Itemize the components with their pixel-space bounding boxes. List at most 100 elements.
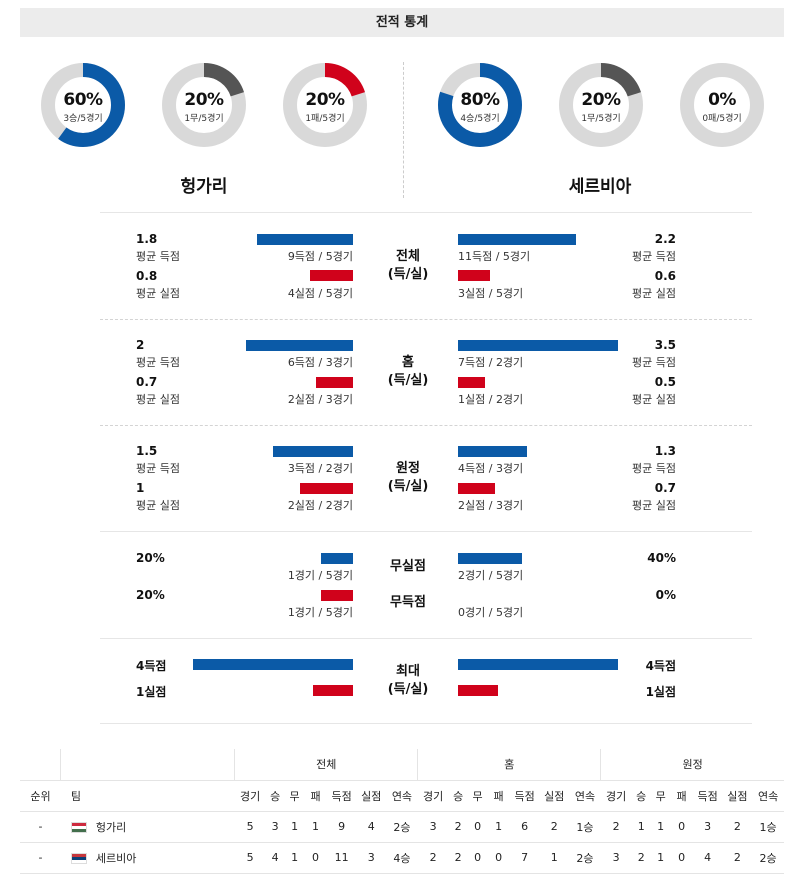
- avg-conceded-label: 평균 실점: [632, 287, 676, 300]
- stat-cell: 9: [326, 811, 357, 843]
- stat-cell: 2승: [386, 811, 418, 843]
- table-header-row: 순위 팀 경기 승 무 패 득점 실점 연속 경기 승 무 패 득점 실점 연속…: [20, 780, 784, 812]
- col-header: 실점: [722, 780, 753, 812]
- stat-cell: 5: [234, 811, 266, 843]
- col-header: 무: [467, 780, 488, 812]
- no-score-label: 무득점: [390, 595, 426, 610]
- avg-conceded-label: 평균 실점: [136, 499, 180, 512]
- stat-cell: 3: [265, 811, 285, 843]
- col-header: 연속: [752, 780, 784, 812]
- away-scored-bar: [458, 340, 618, 351]
- col-header: 패: [304, 780, 327, 812]
- away-scored-detail: 7득점 / 2경기: [458, 356, 524, 369]
- col-header: 무: [650, 780, 671, 812]
- away-clean-sheet-pct: 40%: [647, 551, 676, 565]
- divider: [100, 723, 752, 724]
- home-max-conceded: 1실점: [136, 685, 167, 699]
- stat-cell: 1: [284, 842, 305, 874]
- team-name[interactable]: 세르비아: [95, 851, 137, 865]
- away-conceded-detail: 1실점 / 2경기: [458, 393, 524, 406]
- donut-chart: [283, 63, 367, 147]
- donut-chart: [41, 63, 125, 147]
- home-win-donut: 60% 3승/5경기: [41, 63, 125, 147]
- away-avg-conceded: 0.5: [654, 375, 676, 389]
- stat-cell: 0: [487, 842, 510, 874]
- avg-scored-label: 평균 득점: [136, 250, 180, 263]
- rank-cell: -: [20, 842, 61, 874]
- standings-table: 전체 홈 원정 순위 팀 경기 승 무 패 득점 실점 연속 경기 승 무 패 …: [20, 749, 784, 874]
- donut-chart: [559, 63, 643, 147]
- home-avg-conceded: 0.7: [136, 375, 158, 389]
- team-name[interactable]: 헝가리: [95, 820, 127, 834]
- stat-cell: 3: [356, 842, 387, 874]
- donut-record: 3승/5경기: [63, 114, 103, 124]
- col-header: 패: [670, 780, 693, 812]
- away-conceded-bar: [458, 483, 495, 494]
- category-label: 홈: [402, 355, 414, 370]
- home-conceded-bar: [300, 483, 353, 494]
- away-max-scored: 4득점: [645, 659, 676, 673]
- stat-cell: 2: [448, 811, 468, 843]
- stat-cell: 1: [650, 842, 671, 874]
- col-header: 연속: [386, 780, 418, 812]
- home-conceded-bar: [310, 270, 353, 281]
- avg-scored-label: 평균 득점: [136, 462, 180, 475]
- home-draw-donut: 20% 1무/5경기: [162, 63, 246, 147]
- category-label: 최대: [396, 664, 420, 679]
- home-avg-scored: 1.5: [136, 444, 158, 458]
- donut-record: 4승/5경기: [460, 114, 500, 124]
- away-clean-sheet-detail: 2경기 / 5경기: [458, 569, 524, 582]
- away-max-conceded-bar: [458, 685, 498, 696]
- clean-sheet-label: 무실점: [390, 559, 426, 574]
- home-conceded-detail: 2실점 / 2경기: [287, 499, 353, 512]
- stat-cell: 0: [304, 842, 327, 874]
- stat-cell: 1승: [569, 811, 601, 843]
- avg-scored-label: 평균 득점: [136, 356, 180, 369]
- away-conceded-bar: [458, 270, 490, 281]
- home-conceded-bar: [316, 377, 353, 388]
- avg-conceded-label: 평균 실점: [632, 393, 676, 406]
- divider: [100, 425, 752, 426]
- home-scored-bar: [246, 340, 353, 351]
- stat-cell: 0: [670, 811, 693, 843]
- home-scored-bar: [273, 446, 353, 457]
- stat-cell: 1: [487, 811, 510, 843]
- donut-record: 1무/5경기: [581, 114, 621, 124]
- stat-cell: 2: [631, 842, 651, 874]
- home-max-scored: 4득점: [136, 659, 167, 673]
- stat-cell: 1승: [752, 811, 784, 843]
- divider: [100, 531, 752, 532]
- col-header: 득점: [509, 780, 540, 812]
- stat-cell: 5: [234, 842, 266, 874]
- donut-chart: [680, 63, 764, 147]
- team-cell: 세르비아: [60, 842, 235, 874]
- donut-percent: 60%: [63, 90, 103, 110]
- away-avg-conceded: 0.6: [654, 269, 676, 283]
- stat-cell: 4: [356, 811, 387, 843]
- donut-percent: 20%: [184, 90, 224, 110]
- home-scored-detail: 3득점 / 2경기: [287, 462, 353, 475]
- col-header: 무: [284, 780, 305, 812]
- category-sublabel: (득/실): [387, 373, 429, 388]
- away-avg-conceded: 0.7: [654, 481, 676, 495]
- stat-cell: 0: [467, 811, 488, 843]
- home-conceded-detail: 4실점 / 5경기: [287, 287, 353, 300]
- team-divider: [403, 62, 404, 198]
- divider: [100, 319, 752, 320]
- col-header: 득점: [326, 780, 357, 812]
- stat-cell: 2: [722, 842, 753, 874]
- donut-record: 1무/5경기: [184, 114, 224, 124]
- stat-cell: 1: [284, 811, 305, 843]
- stat-cell: 4: [692, 842, 723, 874]
- stat-cell: 2: [722, 811, 753, 843]
- hungary-flag-icon: [70, 822, 87, 833]
- section-title: 전적 통계: [20, 8, 784, 37]
- stat-cell: 2승: [569, 842, 601, 874]
- team-cell: 헝가리: [60, 811, 235, 843]
- group-overall: 전체: [234, 749, 418, 781]
- stat-cell: 7: [509, 842, 540, 874]
- stat-cell: 4: [265, 842, 285, 874]
- avg-scored-label: 평균 득점: [632, 356, 676, 369]
- col-header: 연속: [569, 780, 601, 812]
- col-header: 패: [487, 780, 510, 812]
